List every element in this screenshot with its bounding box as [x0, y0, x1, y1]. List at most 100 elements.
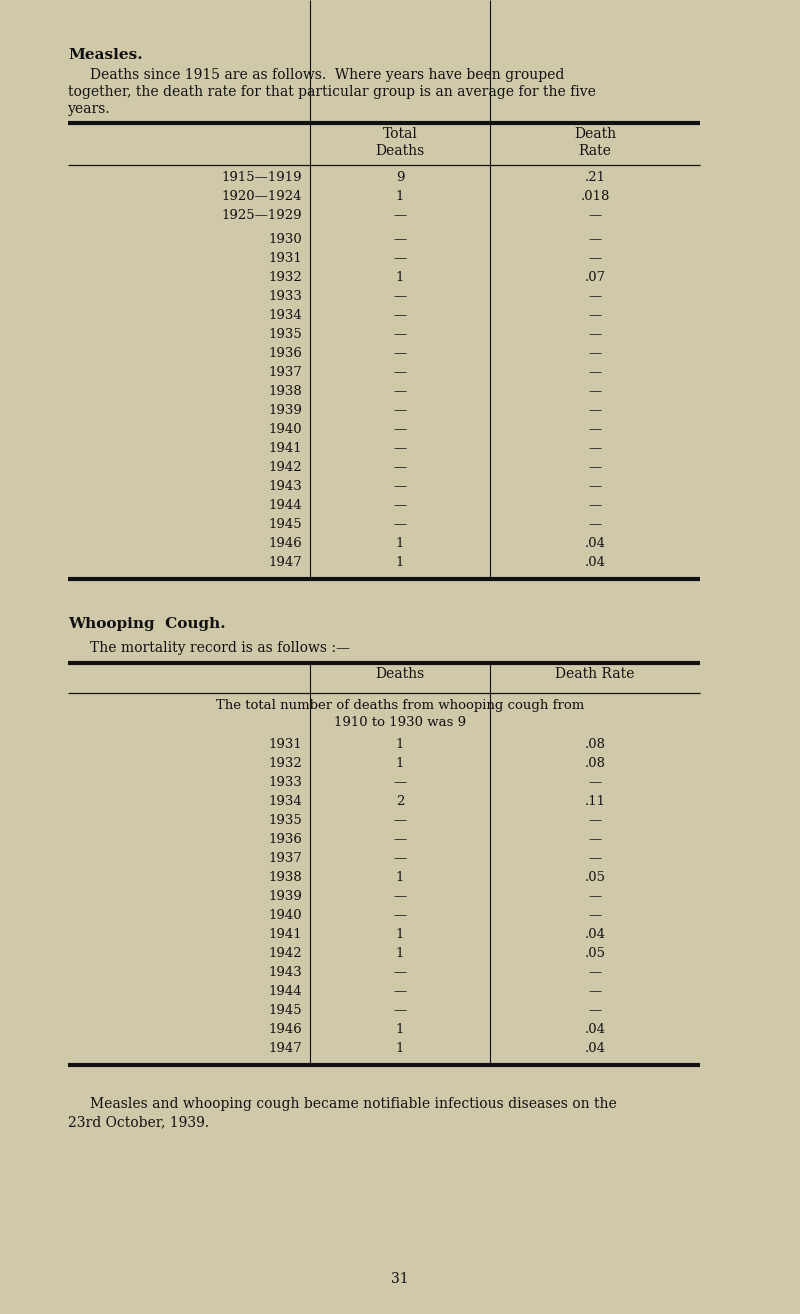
Text: —: —	[394, 813, 406, 827]
Text: .11: .11	[585, 795, 606, 808]
Text: 1944: 1944	[268, 986, 302, 999]
Text: 1920—1924: 1920—1924	[222, 191, 302, 202]
Text: Measles and whooping cough became notifiable infectious diseases on the: Measles and whooping cough became notifi…	[90, 1097, 617, 1112]
Text: 1932: 1932	[268, 757, 302, 770]
Text: —: —	[394, 966, 406, 979]
Text: —: —	[588, 328, 602, 342]
Text: 1: 1	[396, 757, 404, 770]
Text: —: —	[394, 833, 406, 846]
Text: —: —	[394, 290, 406, 304]
Text: 1: 1	[396, 271, 404, 284]
Text: 2: 2	[396, 795, 404, 808]
Text: —: —	[394, 367, 406, 378]
Text: 1932: 1932	[268, 271, 302, 284]
Text: —: —	[394, 1004, 406, 1017]
Text: 1939: 1939	[268, 890, 302, 903]
Text: 1946: 1946	[268, 537, 302, 551]
Text: .21: .21	[585, 171, 606, 184]
Text: —: —	[588, 813, 602, 827]
Text: 1942: 1942	[268, 461, 302, 474]
Text: —: —	[588, 890, 602, 903]
Text: —: —	[588, 233, 602, 246]
Text: —: —	[588, 252, 602, 265]
Text: —: —	[588, 986, 602, 999]
Text: —: —	[588, 347, 602, 360]
Text: 1: 1	[396, 1042, 404, 1055]
Text: —: —	[394, 442, 406, 455]
Text: 1933: 1933	[268, 290, 302, 304]
Text: 31: 31	[391, 1272, 409, 1286]
Text: 1938: 1938	[268, 385, 302, 398]
Text: —: —	[588, 1004, 602, 1017]
Text: —: —	[588, 367, 602, 378]
Text: —: —	[588, 851, 602, 865]
Text: 1945: 1945	[268, 518, 302, 531]
Text: 1: 1	[396, 556, 404, 569]
Text: .07: .07	[585, 271, 606, 284]
Text: —: —	[588, 966, 602, 979]
Text: 1915—1919: 1915—1919	[222, 171, 302, 184]
Text: —: —	[394, 233, 406, 246]
Text: 1934: 1934	[268, 795, 302, 808]
Text: 1943: 1943	[268, 966, 302, 979]
Text: 1947: 1947	[268, 1042, 302, 1055]
Text: together, the death rate for that particular group is an average for the five: together, the death rate for that partic…	[68, 85, 596, 99]
Text: 1935: 1935	[268, 328, 302, 342]
Text: Death Rate: Death Rate	[555, 668, 634, 681]
Text: —: —	[394, 518, 406, 531]
Text: 1: 1	[396, 947, 404, 961]
Text: —: —	[394, 347, 406, 360]
Text: The total number of deaths from whooping cough from: The total number of deaths from whooping…	[216, 699, 584, 712]
Text: 1931: 1931	[268, 738, 302, 752]
Text: —: —	[588, 209, 602, 222]
Text: 1910 to 1930 was 9: 1910 to 1930 was 9	[334, 716, 466, 729]
Text: Whooping  Cough.: Whooping Cough.	[68, 618, 226, 631]
Text: 1: 1	[396, 871, 404, 884]
Text: —: —	[394, 328, 406, 342]
Text: .04: .04	[585, 928, 606, 941]
Text: .04: .04	[585, 1042, 606, 1055]
Text: —: —	[588, 309, 602, 322]
Text: 1: 1	[396, 738, 404, 752]
Text: 1: 1	[396, 191, 404, 202]
Text: 1: 1	[396, 1024, 404, 1035]
Text: —: —	[394, 209, 406, 222]
Text: .05: .05	[585, 947, 606, 961]
Text: 1939: 1939	[268, 403, 302, 417]
Text: 1947: 1947	[268, 556, 302, 569]
Text: Measles.: Measles.	[68, 49, 142, 62]
Text: —: —	[588, 480, 602, 493]
Text: —: —	[588, 385, 602, 398]
Text: The mortality record is as follows :—: The mortality record is as follows :—	[90, 641, 350, 654]
Text: 1941: 1941	[268, 928, 302, 941]
Text: 1935: 1935	[268, 813, 302, 827]
Text: 1934: 1934	[268, 309, 302, 322]
Text: —: —	[394, 423, 406, 436]
Text: —: —	[394, 461, 406, 474]
Text: Deaths since 1915 are as follows.  Where years have been grouped: Deaths since 1915 are as follows. Where …	[90, 68, 564, 81]
Text: 1: 1	[396, 537, 404, 551]
Text: 1938: 1938	[268, 871, 302, 884]
Text: —: —	[588, 909, 602, 922]
Text: 1946: 1946	[268, 1024, 302, 1035]
Text: —: —	[394, 909, 406, 922]
Text: —: —	[394, 480, 406, 493]
Text: 1942: 1942	[268, 947, 302, 961]
Text: —: —	[394, 252, 406, 265]
Text: .018: .018	[580, 191, 610, 202]
Text: —: —	[588, 403, 602, 417]
Text: 1930: 1930	[268, 233, 302, 246]
Text: 1936: 1936	[268, 833, 302, 846]
Text: —: —	[394, 890, 406, 903]
Text: 1936: 1936	[268, 347, 302, 360]
Text: years.: years.	[68, 102, 110, 116]
Text: —: —	[394, 851, 406, 865]
Text: 1940: 1940	[268, 423, 302, 436]
Text: —: —	[394, 777, 406, 788]
Text: 1943: 1943	[268, 480, 302, 493]
Text: —: —	[588, 290, 602, 304]
Text: .05: .05	[585, 871, 606, 884]
Text: —: —	[588, 423, 602, 436]
Text: —: —	[394, 309, 406, 322]
Text: —: —	[588, 518, 602, 531]
